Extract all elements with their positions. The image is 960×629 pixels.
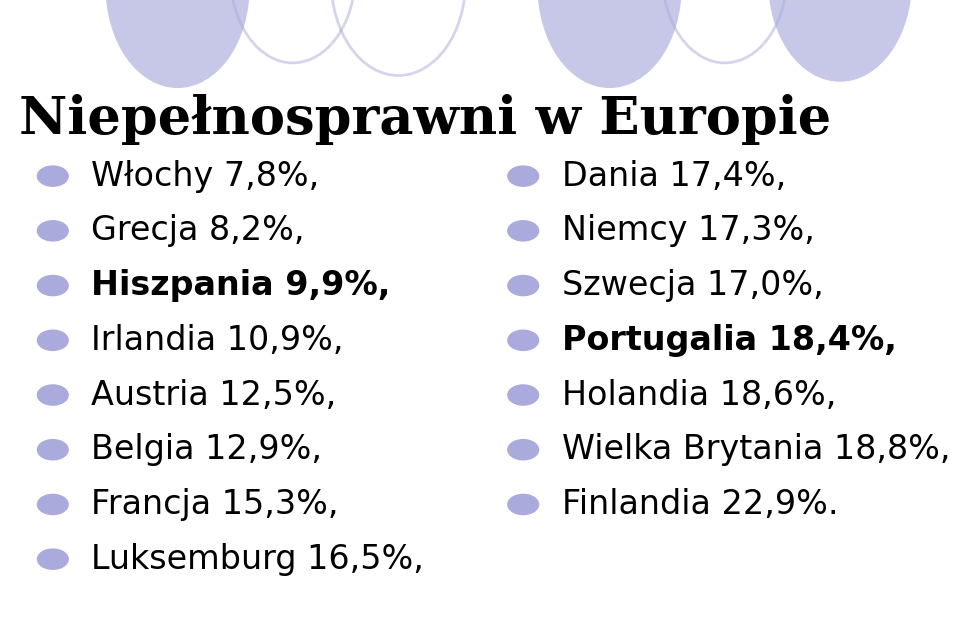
Ellipse shape <box>106 0 250 88</box>
Circle shape <box>37 330 68 350</box>
Text: Francja 15,3%,: Francja 15,3%, <box>91 488 339 521</box>
Text: Finlandia 22,9%.: Finlandia 22,9%. <box>562 488 838 521</box>
Circle shape <box>37 440 68 460</box>
Circle shape <box>508 330 539 350</box>
Circle shape <box>37 549 68 569</box>
Circle shape <box>508 276 539 296</box>
Circle shape <box>508 440 539 460</box>
Text: Luksemburg 16,5%,: Luksemburg 16,5%, <box>91 543 424 576</box>
Text: Dania 17,4%,: Dania 17,4%, <box>562 160 786 192</box>
Text: Hiszpania 9,9%,: Hiszpania 9,9%, <box>91 269 391 302</box>
Circle shape <box>37 494 68 515</box>
Text: Irlandia 10,9%,: Irlandia 10,9%, <box>91 324 344 357</box>
Text: Włochy 7,8%,: Włochy 7,8%, <box>91 160 320 192</box>
Ellipse shape <box>768 0 912 82</box>
Circle shape <box>508 494 539 515</box>
Text: Holandia 18,6%,: Holandia 18,6%, <box>562 379 836 411</box>
Circle shape <box>508 221 539 241</box>
Text: Belgia 12,9%,: Belgia 12,9%, <box>91 433 323 466</box>
Text: Niemcy 17,3%,: Niemcy 17,3%, <box>562 214 814 247</box>
Circle shape <box>37 276 68 296</box>
Circle shape <box>508 385 539 405</box>
Text: Portugalia 18,4%,: Portugalia 18,4%, <box>562 324 897 357</box>
Circle shape <box>508 166 539 186</box>
Text: Wielka Brytania 18,8%,: Wielka Brytania 18,8%, <box>562 433 950 466</box>
Circle shape <box>37 166 68 186</box>
Text: Szwecja 17,0%,: Szwecja 17,0%, <box>562 269 824 302</box>
Text: Niepełnosprawni w Europie: Niepełnosprawni w Europie <box>19 94 831 145</box>
Circle shape <box>37 385 68 405</box>
Circle shape <box>37 221 68 241</box>
Ellipse shape <box>538 0 682 88</box>
Text: Grecja 8,2%,: Grecja 8,2%, <box>91 214 304 247</box>
Text: Austria 12,5%,: Austria 12,5%, <box>91 379 336 411</box>
